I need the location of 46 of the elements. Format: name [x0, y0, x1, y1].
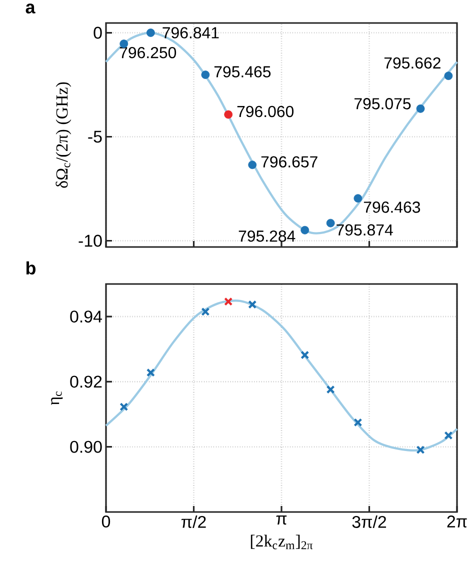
- annotation: 796.841: [162, 27, 219, 38]
- y-tick-label: 0.90: [70, 440, 102, 453]
- chart-title: a: [26, 4, 36, 14]
- annotation: 796.060: [237, 106, 294, 118]
- annotation: 795.284: [238, 230, 296, 242]
- x-tick-label: π/2: [182, 516, 206, 528]
- annotation: 795.075: [354, 98, 411, 110]
- point: [354, 194, 362, 203]
- annotation: 796.657: [261, 156, 318, 168]
- y-tick-label: 0.92: [70, 376, 102, 388]
- point: [300, 350, 310, 360]
- point: [416, 446, 425, 454]
- x-axis-title: [2k$_{c}$z$_{m}$]$_{2π}$: [250, 534, 313, 550]
- point: [224, 110, 233, 119]
- y-tick-label: 0.94: [70, 310, 102, 323]
- line-series: [104, 300, 458, 452]
- point: [146, 368, 155, 377]
- point: [120, 402, 128, 412]
- y-tick-label: 0: [94, 26, 102, 39]
- point: [248, 160, 257, 170]
- point: [248, 300, 257, 309]
- annotation: 796.463: [364, 202, 420, 213]
- point: [300, 226, 310, 234]
- point: [444, 431, 453, 440]
- x-tick-label: 2π: [447, 516, 467, 528]
- annotation: 795.465: [214, 66, 271, 78]
- y-axis-title: η$_{c}$: [51, 392, 63, 406]
- x-tick-label: 3π/2: [352, 516, 386, 528]
- point: [326, 218, 335, 228]
- x-tick-label: π: [276, 516, 287, 525]
- point: [416, 104, 425, 113]
- x-tick-label: 0: [102, 516, 110, 528]
- annotation: 796.250: [120, 46, 176, 58]
- point: [326, 385, 335, 394]
- y-tick-label: -10: [78, 234, 102, 247]
- y-tick-label: -5: [88, 130, 102, 143]
- point: [224, 297, 233, 306]
- point: [201, 307, 210, 316]
- chart-title: b: [26, 261, 36, 274]
- point: [201, 70, 210, 79]
- annotation: 795.874: [336, 224, 393, 236]
- point: [444, 72, 453, 80]
- point: [354, 418, 362, 427]
- point: [146, 28, 155, 37]
- annotation: 795.662: [384, 57, 440, 69]
- y-axis-title: δΩ$_{c}$/(2π) (GHz): [56, 82, 72, 188]
